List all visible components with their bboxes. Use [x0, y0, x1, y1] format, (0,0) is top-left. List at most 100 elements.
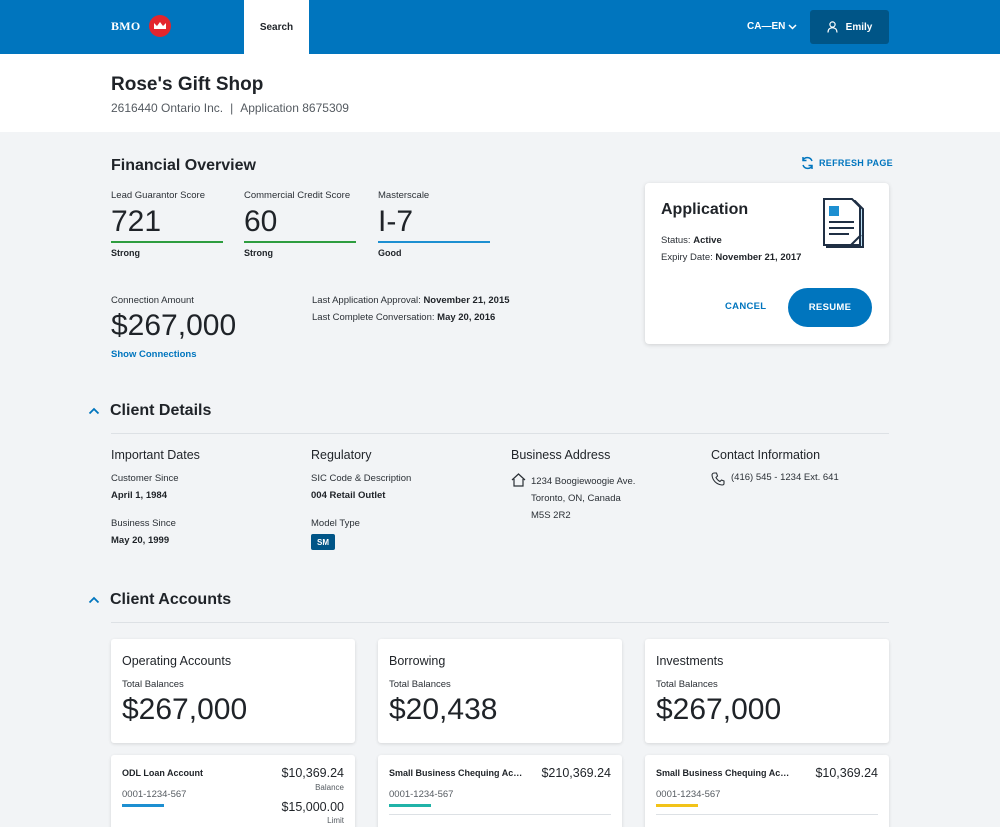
score-label: Masterscale	[378, 190, 430, 201]
connection-amount-value: $267,000	[111, 309, 237, 342]
financial-overview-title: Financial Overview	[111, 157, 256, 174]
tab-search[interactable]: Search	[244, 0, 309, 54]
page-header	[0, 54, 1000, 132]
account-number: 0001-1234-567	[122, 789, 187, 800]
user-icon	[827, 21, 838, 33]
business-since-label: Business Since	[111, 518, 176, 529]
last-approval-label: Last Application Approval:	[312, 295, 421, 306]
score-commercial-credit: Commercial Credit Score 60 Strong	[244, 190, 356, 258]
refresh-label: REFRESH PAGE	[819, 158, 893, 168]
score-value: I-7	[378, 205, 414, 238]
account-name: ODL Loan Account	[122, 768, 203, 778]
customer-since-value: April 1, 1984	[111, 490, 167, 501]
account-group-name: Operating Accounts	[122, 654, 232, 668]
divider	[111, 622, 889, 623]
refresh-icon	[802, 156, 813, 170]
model-type-badge: SM	[311, 534, 335, 550]
total-balances-amount: $267,000	[122, 693, 248, 726]
account-card-odl-loan[interactable]: ODL Loan Account $10,369.24 Balance 0001…	[111, 755, 355, 827]
model-type-label: Model Type	[311, 518, 360, 529]
score-lead-guarantor: Lead Guarantor Score 721 Strong	[111, 190, 223, 258]
contact-information-heading: Contact Information	[711, 448, 821, 462]
sic-code-label: SIC Code & Description	[311, 473, 412, 484]
account-group-name: Borrowing	[389, 654, 446, 668]
application-expiry: Expiry Date: November 21, 2017	[661, 252, 801, 263]
account-number: 0001-1234-567	[656, 789, 721, 800]
score-rating: Strong	[244, 248, 273, 258]
score-bar	[111, 241, 223, 243]
logo-text: BMO	[111, 18, 141, 33]
total-balances-amount: $267,000	[656, 693, 782, 726]
address-line-1: 1234 Boogiewoogie Ave.	[531, 476, 636, 487]
account-name: Small Business Chequing Account	[389, 768, 524, 778]
bmo-roundel-icon	[148, 15, 171, 37]
account-limit: $15,000.00	[281, 800, 344, 814]
application-card-title: Application	[661, 201, 749, 218]
language-selector[interactable]: CA—EN	[747, 21, 797, 32]
top-navigation-bar: BMO Search CA—EN Emily	[0, 0, 1000, 54]
connection-amount-label: Connection Amount	[111, 295, 194, 306]
account-color-bar	[656, 804, 698, 807]
score-masterscale: Masterscale I-7 Good	[378, 190, 490, 258]
account-group-name: Investments	[656, 654, 724, 668]
chevron-down-icon	[788, 23, 797, 30]
business-address: 1234 Boogiewoogie Ave. Toronto, ON, Cana…	[531, 473, 635, 524]
company-subtitle: 2616440 Ontario Inc. | Application 8675309	[111, 101, 349, 115]
account-name: Small Business Chequing Account	[656, 768, 791, 778]
phone-icon	[711, 472, 725, 486]
refresh-page-button[interactable]: REFRESH PAGE	[800, 156, 893, 170]
account-number: 0001-1234-567	[389, 789, 454, 800]
resume-button[interactable]: RESUME	[788, 288, 872, 327]
account-card-chequing-1[interactable]: Small Business Chequing Account $210,369…	[378, 755, 622, 827]
total-balances-label: Total Balances	[656, 679, 718, 690]
expiry-label: Expiry Date:	[661, 252, 713, 263]
limit-caption: Limit	[327, 816, 344, 825]
client-details-title: Client Details	[110, 402, 212, 419]
application-card: Application Status: Active Expiry Date: …	[645, 183, 889, 344]
customer-since-label: Customer Since	[111, 473, 179, 484]
bmo-logo[interactable]: BMO	[111, 15, 171, 37]
divider	[656, 814, 878, 815]
user-menu-button[interactable]: Emily	[810, 10, 889, 44]
total-balances-label: Total Balances	[389, 679, 451, 690]
user-name: Emily	[845, 21, 873, 33]
business-since-value: May 20, 1999	[111, 535, 170, 546]
show-connections-link[interactable]: Show Connections	[111, 349, 197, 360]
investments-card[interactable]: Investments Total Balances $267,000	[645, 639, 889, 743]
page-title: Rose's Gift Shop	[111, 74, 264, 95]
score-rating: Good	[378, 248, 402, 258]
home-icon	[511, 473, 526, 487]
account-balance: $210,369.24	[541, 766, 611, 780]
score-bar	[244, 241, 356, 243]
client-details-toggle[interactable]: Client Details	[88, 402, 211, 420]
legal-name: 2616440 Ontario Inc.	[111, 101, 224, 115]
application-number: Application 8675309	[240, 101, 349, 115]
application-status: Status: Active	[661, 235, 722, 246]
score-label: Lead Guarantor Score	[111, 190, 206, 201]
cancel-button[interactable]: CANCEL	[725, 301, 767, 312]
phone-number[interactable]: (416) 545 - 1234 Ext. 641	[731, 472, 839, 483]
account-balance: $10,369.24	[281, 766, 344, 780]
divider	[111, 433, 889, 434]
document-icon	[823, 198, 864, 248]
chevron-up-icon	[88, 407, 100, 415]
address-line-2: Toronto, ON, Canada	[531, 493, 621, 504]
borrowing-card[interactable]: Borrowing Total Balances $20,438	[378, 639, 622, 743]
expiry-value: November 21, 2017	[715, 252, 802, 263]
sic-code-value: 004 Retail Outlet	[311, 490, 386, 501]
status-value: Active	[693, 235, 722, 246]
score-rating: Strong	[111, 248, 140, 258]
score-label: Commercial Credit Score	[244, 190, 351, 201]
status-label: Status:	[661, 235, 691, 246]
client-accounts-toggle[interactable]: Client Accounts	[88, 591, 231, 609]
divider	[389, 814, 611, 815]
operating-accounts-card[interactable]: Operating Accounts Total Balances $267,0…	[111, 639, 355, 743]
account-card-chequing-2[interactable]: Small Business Chequing Account $10,369.…	[645, 755, 889, 827]
address-line-3: M5S 2R2	[531, 510, 571, 521]
last-conversation-value: May 20, 2016	[437, 312, 496, 323]
total-balances-label: Total Balances	[122, 679, 184, 690]
last-application-approval: Last Application Approval: November 21, …	[312, 295, 510, 306]
last-complete-conversation: Last Complete Conversation: May 20, 2016	[312, 312, 495, 323]
client-accounts-title: Client Accounts	[110, 591, 232, 608]
language-label: CA—EN	[747, 21, 786, 32]
